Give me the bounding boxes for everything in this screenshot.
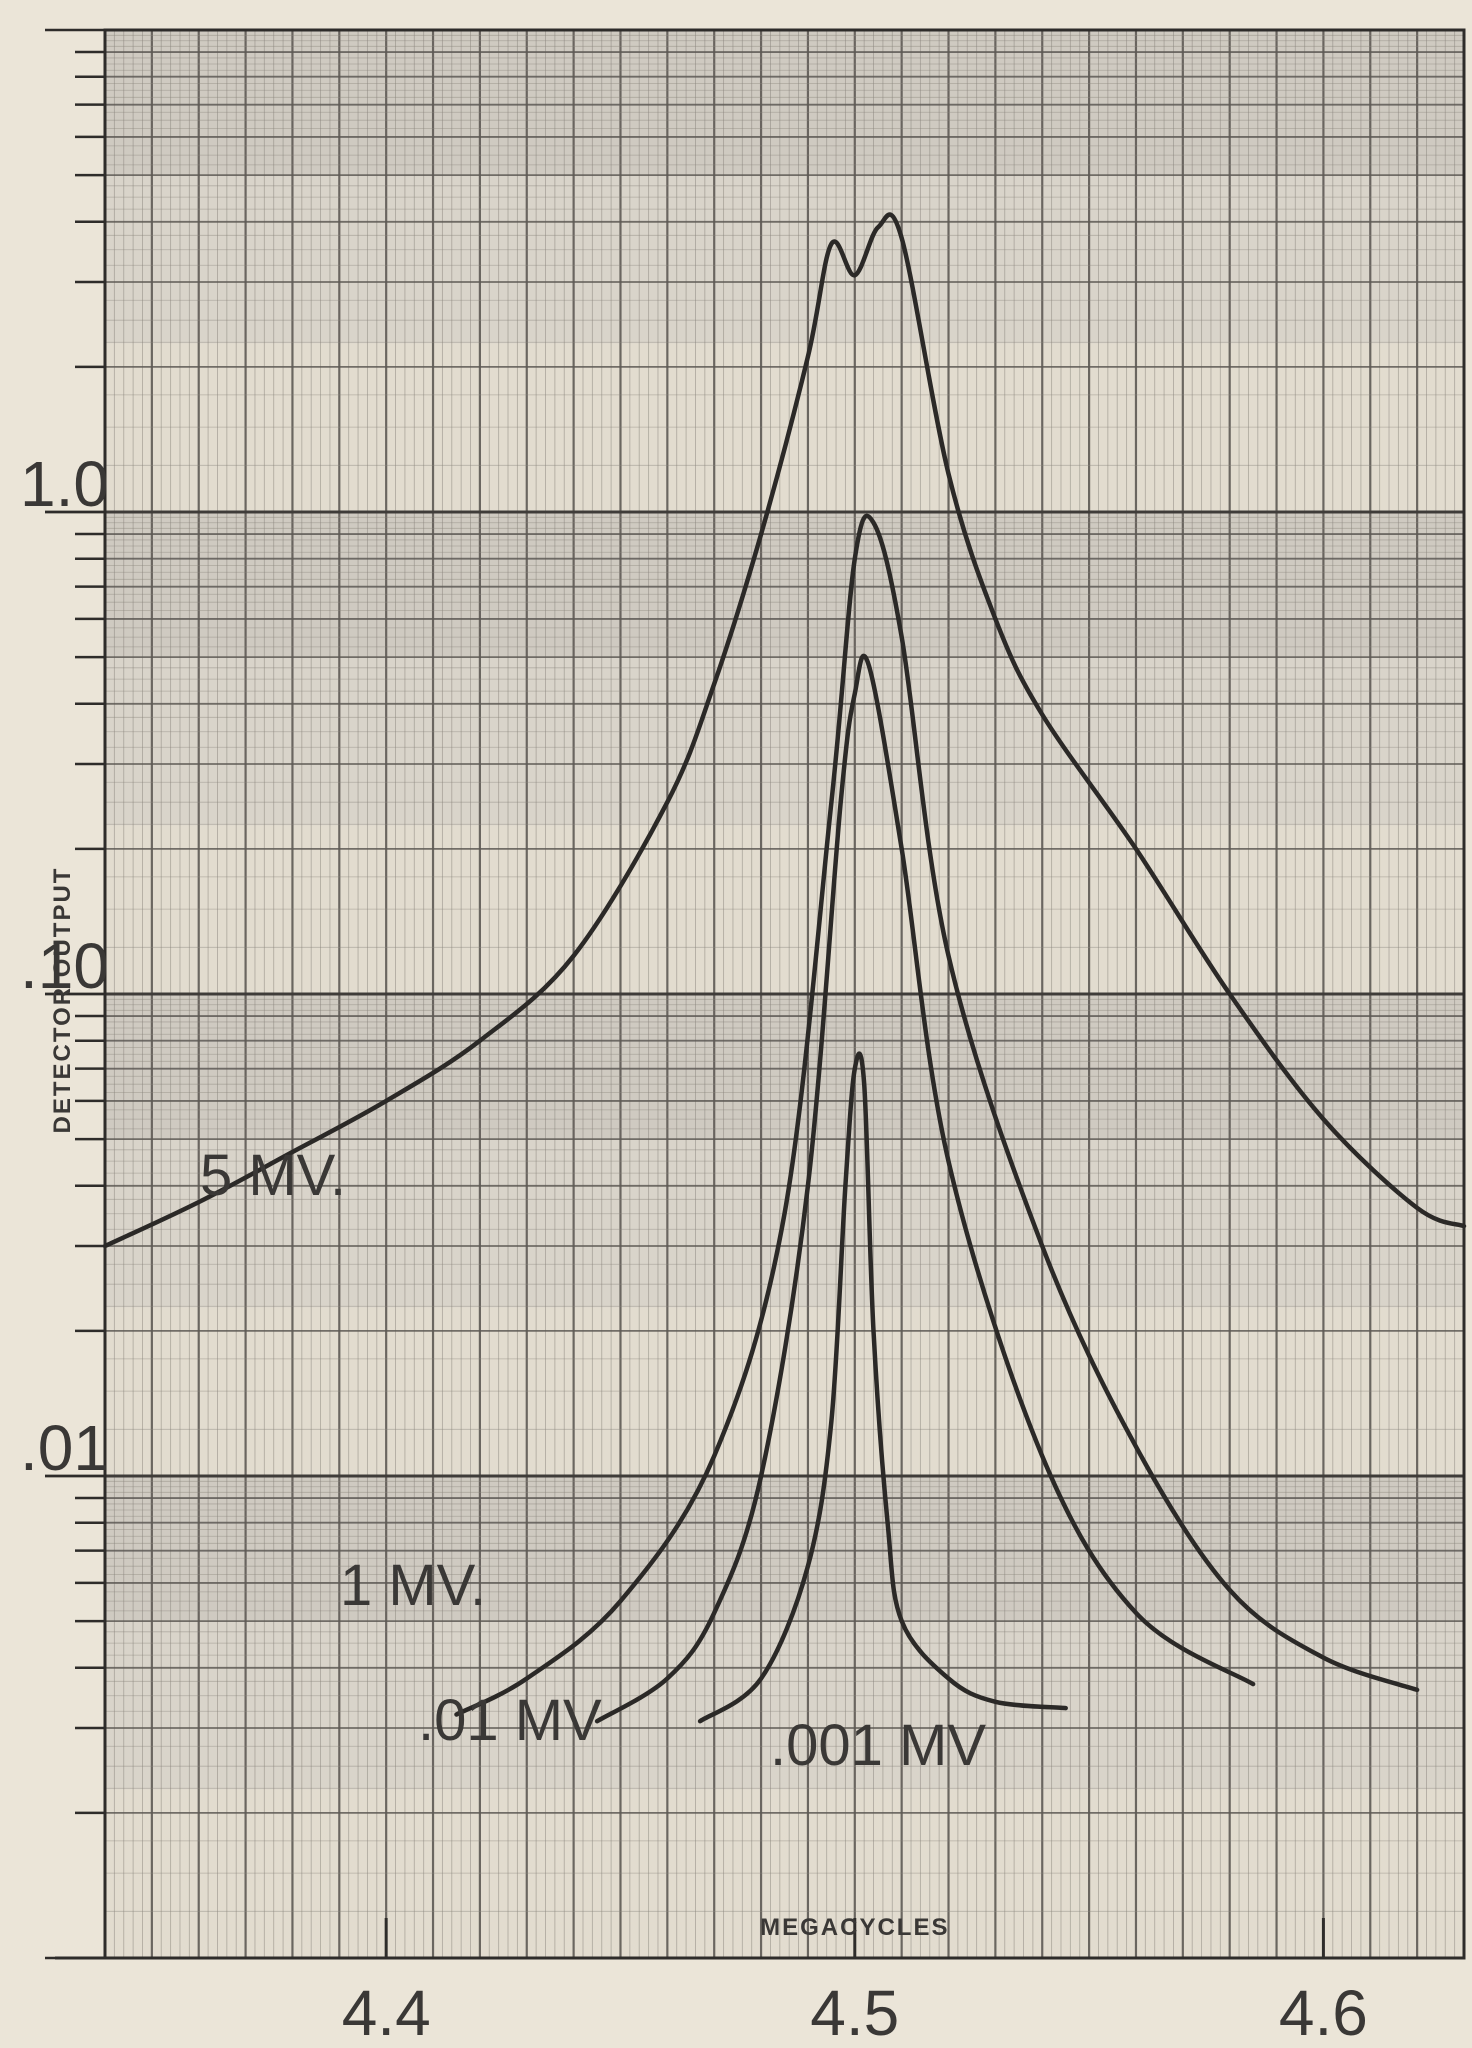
y-axis-title: DETECTOR OUTPUT	[49, 867, 76, 1134]
decade-band-mid	[105, 174, 1464, 344]
decade-band-dark	[105, 994, 1464, 1139]
x-tick-label: 4.4	[342, 1977, 431, 2048]
plot-grid	[103, 28, 1466, 1960]
series-label-3: .001 MV	[770, 1713, 986, 1778]
x-axis-title: MEGACYCLES	[760, 1914, 949, 1941]
y-tick-label: .10	[20, 930, 109, 1002]
series-line-2	[594, 653, 1256, 1724]
decade-band-dark	[105, 512, 1464, 657]
x-tick-label: 4.5	[810, 1977, 899, 2048]
series-line-1	[454, 513, 1420, 1717]
series-line-3	[697, 1051, 1068, 1724]
tick-labels: 4.4 4.5 4.6 1.0 .10 .01	[20, 448, 1368, 2048]
series-label-2: .01 MV	[418, 1688, 602, 1753]
x-tick-label: 4.6	[1279, 1977, 1368, 2048]
y-tick-label: 1.0	[20, 448, 109, 520]
series-label-1: 1 MV.	[340, 1553, 486, 1618]
series-line-0	[102, 212, 1467, 1249]
decade-band-dark	[105, 30, 1464, 175]
decade-band-mid	[105, 1620, 1464, 1790]
series-labels: 5 MV. 1 MV. .01 MV .001 MV	[200, 1143, 986, 1778]
y-tick-label: .01	[20, 1412, 109, 1484]
series-curves	[102, 212, 1467, 1724]
series-label-0: 5 MV.	[200, 1143, 346, 1208]
axes	[45, 28, 1466, 1960]
decade-band-mid	[105, 656, 1464, 826]
